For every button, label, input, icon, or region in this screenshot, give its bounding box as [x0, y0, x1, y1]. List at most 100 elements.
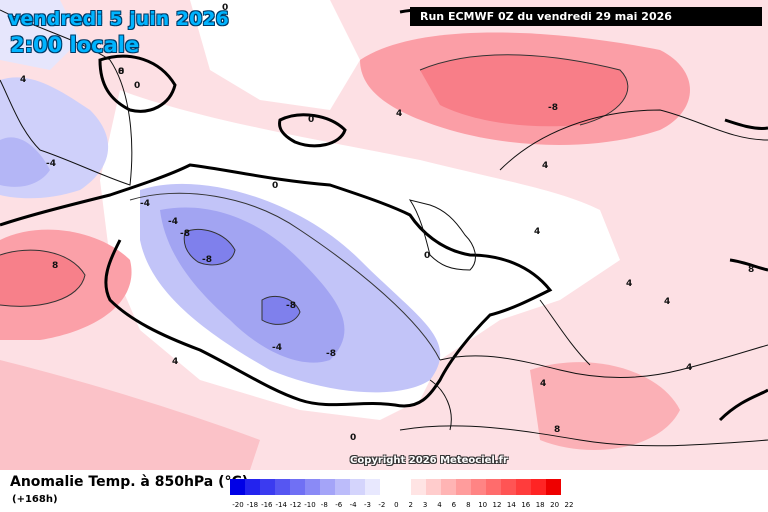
zero-isotherm-east: [718, 388, 768, 422]
legend-swatch: [455, 479, 471, 495]
legend-swatch: [245, 479, 261, 495]
legend-swatch: [275, 479, 291, 495]
zero-isotherm-northeast: [724, 118, 768, 130]
plus-eight-isoline-west: [0, 249, 86, 307]
legend-tick: -18: [246, 501, 259, 509]
legend-tick: 16: [521, 501, 531, 509]
coastline-iberia: [429, 379, 452, 431]
forecast-time: 2:00 locale: [10, 33, 140, 57]
legend-tick: -20: [232, 501, 244, 509]
contour-label: -8: [202, 255, 212, 265]
contour-label: -8: [326, 349, 336, 359]
contour-label: -4: [168, 217, 178, 227]
legend-tick: -12: [289, 501, 302, 509]
contour-label: 8: [748, 265, 754, 275]
coastline-mediterranean-north: [439, 344, 768, 378]
legend-tick: 2: [408, 501, 413, 509]
cold-zone-northwest: [0, 0, 80, 70]
legend-swatch: [425, 479, 441, 495]
legend-swatch: [500, 479, 516, 495]
contour-label: -8: [286, 301, 296, 311]
legend-swatch: [320, 479, 336, 495]
contour-label: 0: [424, 251, 430, 261]
legend-swatch: [395, 479, 411, 495]
contour-label: -4: [46, 159, 56, 169]
coastline-north-africa: [399, 425, 768, 447]
legend-swatch: [515, 479, 531, 495]
contour-label: 4: [534, 227, 540, 237]
minus-eight-isoline-1: [183, 228, 236, 266]
color-legend: [230, 479, 562, 495]
legend-tick: 22: [564, 501, 574, 509]
warm-core-west-atlantic: [0, 250, 85, 307]
legend-tick: -8: [320, 501, 328, 509]
legend-swatch: [410, 479, 426, 495]
contour-label: -4: [272, 343, 282, 353]
legend-tick: 0: [394, 501, 399, 509]
contour-label: -8: [180, 229, 190, 239]
coastline-greenland: [0, 9, 133, 186]
warm-zone-mediterranean: [530, 362, 680, 450]
legend-tick: -16: [261, 501, 273, 509]
cold-core-atlantic-1: [184, 229, 235, 265]
legend-swatch: [260, 479, 276, 495]
legend-tick: 4: [437, 501, 442, 509]
contour-label: -4: [140, 199, 150, 209]
contour-label: 4: [542, 161, 548, 171]
legend-swatch: [470, 479, 486, 495]
contour-label: 0: [134, 81, 140, 91]
contour-label: 4: [686, 363, 692, 373]
cold-core-greenland: [0, 137, 50, 187]
legend-tick: -4: [349, 501, 357, 509]
legend-swatch: [350, 479, 366, 495]
variable-title: Anomalie Temp. à 850hPa (°C): [10, 474, 249, 490]
legend-tick: -6: [335, 501, 343, 509]
neutral-zone-north: [190, 0, 360, 110]
temperature-anomaly-map: 0 0 0 0 0 0 0 4 4 4 4 4 4 4 4 4 -4 -4 -4 -4 -8 -8 -8 -8 -8 8 8 8 8 v…: [0, 0, 768, 470]
legend-swatch: [485, 479, 501, 495]
legend-tick: -14: [275, 501, 287, 509]
legend-swatch: [440, 479, 456, 495]
legend-tick: 10: [478, 501, 488, 509]
contour-label: 8: [118, 67, 124, 77]
legend-swatch: [290, 479, 306, 495]
contour-label: 4: [626, 279, 632, 289]
legend-tick: -2: [378, 501, 386, 509]
coastline-british-isles: [408, 199, 476, 271]
minus-eight-isoline-2: [261, 296, 301, 325]
zero-isotherm-russia: [729, 258, 768, 272]
cold-core-atlantic-2: [262, 296, 300, 325]
contour-label: 0: [118, 67, 124, 77]
legend-tick: -3: [364, 501, 371, 509]
copyright-text: Copyright 2026 Meteociel.fr: [350, 455, 508, 466]
contour-label: 0: [222, 3, 228, 13]
contour-label: -8: [548, 103, 558, 113]
legend-swatch: [530, 479, 546, 495]
legend-tick: 20: [550, 501, 560, 509]
zero-isotherm-iceland: [278, 113, 347, 148]
contour-label: 8: [554, 425, 560, 435]
legend-swatch: [380, 479, 396, 495]
legend-tick: 3: [422, 501, 428, 509]
coastline-italy: [539, 299, 591, 366]
neutral-zone-central-europe: [420, 230, 580, 300]
contour-label: 4: [664, 297, 670, 307]
contour-label: 4: [396, 109, 402, 119]
zero-isotherm-main: [0, 163, 553, 408]
legend-tick: 8: [466, 501, 471, 509]
contour-label: 4: [20, 75, 26, 85]
warm-zone-south-atlantic: [0, 360, 260, 470]
forecast-date: vendredi 5 juin 2026: [8, 8, 229, 30]
legend-swatch: [230, 479, 246, 495]
contour-label: 4: [540, 379, 546, 389]
legend-tick: -10: [304, 501, 316, 509]
minus-four-isoline: [129, 192, 441, 361]
legend-swatch: [305, 479, 321, 495]
legend-tick-labels: -20 -18 -16 -14 -12 -10 -8 -6 -4 -3 -2 0 2 3 4 6 8 10 12 14…: [230, 501, 575, 511]
legend-tick: 14: [506, 501, 516, 509]
legend-swatch: [335, 479, 351, 495]
legend-swatch: [545, 479, 562, 495]
legend-tick: 6: [451, 501, 457, 509]
